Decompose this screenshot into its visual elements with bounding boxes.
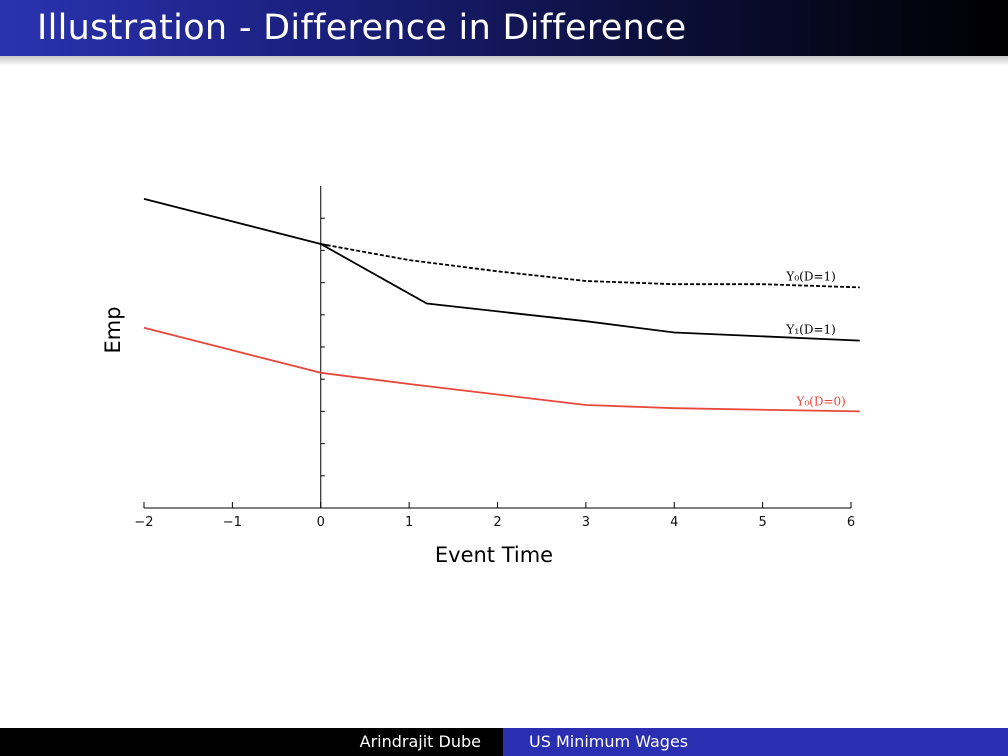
- series-line: [143, 198, 860, 342]
- title-bar: Illustration - Difference in Difference: [0, 0, 1008, 56]
- x-tick-label: −2: [134, 515, 153, 530]
- x-axis-title: Event Time: [435, 543, 553, 567]
- series-line: [320, 243, 330, 247]
- title-bar-shadow: [0, 56, 1008, 66]
- footer-bar: Arindrajit Dube US Minimum Wages: [0, 728, 1008, 756]
- footer-title: US Minimum Wages: [529, 732, 689, 751]
- x-tick-label: 1: [405, 515, 413, 530]
- slide-title: Illustration - Difference in Difference: [37, 8, 687, 48]
- x-tick-label: 5: [758, 515, 766, 530]
- x-tick-label: −1: [223, 515, 242, 530]
- series-label: Y₀(D=1): [785, 269, 835, 283]
- series-line: [320, 243, 860, 289]
- x-tick-label: 3: [582, 515, 590, 530]
- footer-title-panel: US Minimum Wages: [503, 728, 1008, 756]
- footer-author: Arindrajit Dube: [359, 732, 481, 751]
- y-axis-title: Emp: [101, 306, 125, 353]
- x-tick-label: 4: [670, 515, 678, 530]
- footer-author-panel: Arindrajit Dube: [0, 728, 503, 756]
- series-line: [143, 326, 860, 413]
- series-label: Y₁(D=1): [785, 323, 835, 337]
- x-tick-label: 0: [317, 515, 325, 530]
- series-label: Y₀(D=0): [795, 394, 845, 408]
- x-tick-label: 2: [493, 515, 501, 530]
- x-tick-label: 6: [847, 515, 855, 530]
